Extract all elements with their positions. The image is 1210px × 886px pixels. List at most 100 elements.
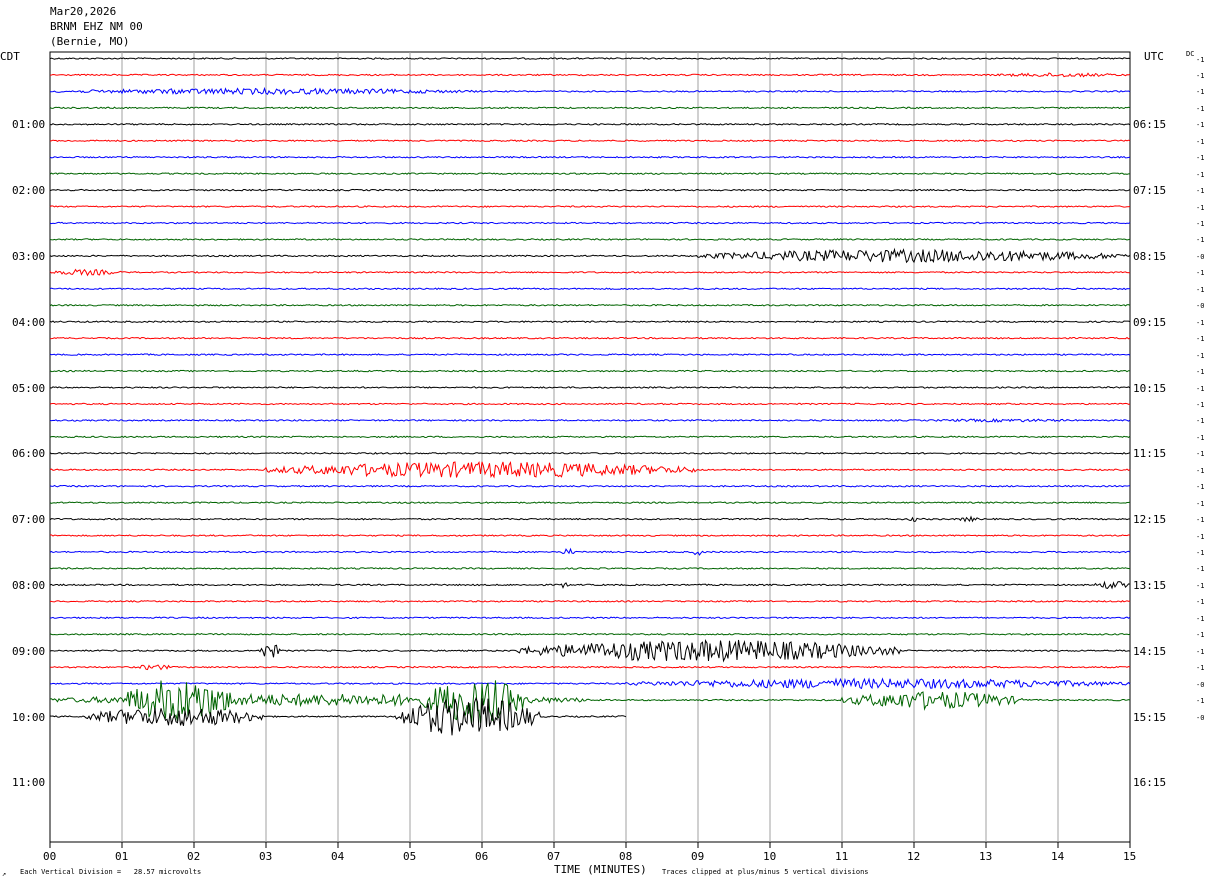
- dc-offset-label: -0: [1196, 302, 1205, 311]
- x-tick-label: 00: [43, 850, 57, 863]
- x-tick-label: 11: [835, 850, 849, 863]
- right-hour-label: 16:15: [1133, 776, 1167, 790]
- seismic-trace-row-4: [49, 122, 1131, 126]
- dc-offset-label: -1: [1196, 549, 1205, 557]
- left-hour-label: 07:00: [12, 513, 46, 527]
- right-hour-label: 07:15: [1133, 184, 1167, 198]
- left-timezone-label: CDT: [0, 50, 20, 63]
- x-tick-label: 05: [403, 850, 417, 863]
- dc-offset-label: -1: [1196, 697, 1205, 706]
- dc-offset-label: -1: [1196, 417, 1205, 426]
- x-tick-label: 12: [907, 850, 921, 863]
- dc-offset-label: -1: [1196, 664, 1205, 673]
- right-hour-label: 13:15: [1133, 578, 1167, 592]
- seismic-trace-row-5: [49, 139, 1131, 143]
- right-hour-label: 06:15: [1133, 118, 1167, 132]
- clip-note: Traces clipped at plus/minus 5 vertical …: [662, 868, 869, 876]
- seismic-trace-row-15: [49, 303, 1131, 307]
- dc-offset-label: -1: [1196, 335, 1205, 344]
- x-tick-label: 06: [475, 850, 489, 863]
- dc-offset-label: -1: [1196, 499, 1205, 508]
- left-hour-label: 01:00: [12, 118, 46, 132]
- dc-header-label: DC: [1186, 50, 1195, 58]
- left-hour-label: 11:00: [12, 776, 46, 790]
- station-location: (Bernie, MO): [50, 35, 130, 48]
- seismic-trace-row-12: [49, 247, 1131, 264]
- dc-offset-label: -1: [1196, 647, 1205, 656]
- left-hour-label: 09:00: [12, 644, 46, 658]
- x-tick-label: 07: [547, 850, 561, 863]
- dc-offset-label: -0: [1196, 713, 1205, 722]
- right-hour-label: 10:15: [1133, 381, 1167, 395]
- dc-offset-label: -1: [1196, 285, 1205, 294]
- plot-date: Mar20,2026: [50, 5, 117, 18]
- seismic-trace-row-13: [49, 268, 1131, 277]
- dc-offset-label: -1: [1196, 269, 1205, 278]
- seismic-trace-row-2: [50, 86, 1131, 96]
- seismic-trace-row-33: [50, 600, 1131, 603]
- seismic-trace-row-11: [49, 238, 1131, 241]
- seismic-trace-row-17: [49, 336, 1131, 340]
- left-hour-label: 08:00: [12, 578, 46, 592]
- seismic-trace-row-26: [49, 484, 1131, 488]
- seismic-trace-row-1: [49, 72, 1131, 78]
- dc-offset-label: -1: [1196, 71, 1205, 80]
- seismic-trace-row-34: [49, 616, 1131, 620]
- dc-offset-label: -1: [1196, 88, 1205, 97]
- left-hour-label: 05:00: [12, 381, 46, 395]
- x-axis-title: TIME (MINUTES): [554, 863, 647, 876]
- dc-offset-label: -1: [1196, 351, 1205, 360]
- dc-offset-label: -1: [1196, 384, 1205, 393]
- x-tick-label: 03: [259, 850, 273, 863]
- right-hour-label: 08:15: [1133, 249, 1167, 263]
- dc-offset-label: -1: [1196, 187, 1205, 196]
- corner-mark: ↗: [2, 870, 7, 878]
- seismic-trace-row-27: [49, 501, 1131, 504]
- dc-offset-label: -1: [1196, 433, 1205, 442]
- dc-offset-label: -1: [1196, 154, 1205, 163]
- dc-offset-label: -1: [1196, 203, 1205, 212]
- seismic-trace-row-22: [49, 417, 1131, 423]
- right-hour-label: 11:15: [1133, 447, 1167, 461]
- x-tick-label: 04: [331, 850, 345, 863]
- seismic-trace-row-14: [49, 287, 1131, 291]
- x-tick-label: 10: [763, 850, 777, 863]
- x-tick-label: 08: [619, 850, 633, 863]
- seismic-trace-row-29: [49, 534, 1131, 537]
- dc-offset-label: -1: [1196, 483, 1205, 492]
- right-timezone-label: UTC: [1144, 50, 1164, 63]
- dc-offset-label: -0: [1196, 680, 1205, 689]
- x-tick-label: 02: [187, 850, 201, 863]
- dc-offset-label: -1: [1196, 236, 1205, 245]
- dc-offset-label: -1: [1196, 368, 1205, 377]
- left-hour-label: 04:00: [12, 315, 46, 329]
- seismic-trace-row-7: [49, 172, 1131, 175]
- right-hour-label: 12:15: [1133, 513, 1167, 527]
- seismic-traces: [49, 57, 1131, 736]
- seismic-trace-row-39: [49, 680, 1131, 724]
- seismic-trace-row-25: [49, 460, 1131, 479]
- dc-offset-label: -1: [1196, 565, 1205, 574]
- dc-offset-label: -1: [1196, 400, 1205, 409]
- seismic-trace-row-28: [49, 515, 1131, 523]
- seismic-trace-row-3: [49, 106, 1131, 110]
- dc-offset-label: -1: [1196, 516, 1205, 525]
- seismic-trace-row-21: [49, 402, 1131, 406]
- right-hour-label: 14:15: [1133, 644, 1167, 658]
- seismic-trace-row-38: [49, 677, 1131, 690]
- station-code: BRNM EHZ NM 00: [50, 20, 143, 33]
- x-tick-label: 13: [979, 850, 993, 863]
- left-hour-label: 06:00: [12, 447, 46, 461]
- dc-offset-label: -1: [1196, 104, 1205, 113]
- seismic-trace-row-24: [49, 451, 1131, 455]
- seismic-trace-row-0: [49, 57, 1131, 60]
- dc-offset-label: -1: [1196, 532, 1205, 541]
- seismic-trace-row-6: [49, 155, 1131, 159]
- x-tick-label: 01: [115, 850, 129, 863]
- x-axis-ticks: [49, 842, 1131, 848]
- dc-offset-label: -1: [1196, 614, 1205, 623]
- seismic-trace-row-31: [49, 567, 1131, 570]
- dc-offset-label: -1: [1196, 598, 1205, 607]
- seismic-trace-row-18: [49, 353, 1131, 356]
